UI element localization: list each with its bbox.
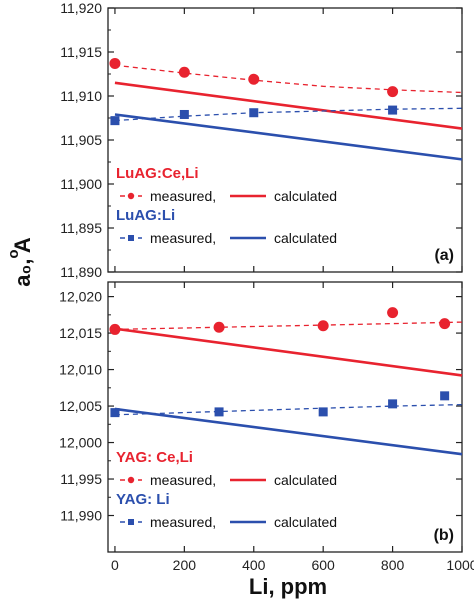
y-axis-ring: o bbox=[5, 249, 22, 258]
legend-marker bbox=[128, 519, 134, 525]
legend-calculated-label: calculated bbox=[274, 188, 337, 204]
measured-fit-line bbox=[114, 64, 463, 94]
y-tick-label: 12,020 bbox=[59, 289, 102, 305]
legend-measured-label: measured, bbox=[150, 188, 216, 204]
legend-marker bbox=[128, 235, 134, 241]
measured-point bbox=[213, 321, 225, 333]
measured-point bbox=[248, 73, 260, 85]
measured-point bbox=[110, 116, 120, 126]
panel-label: (b) bbox=[434, 527, 454, 544]
legend-measured-label: measured, bbox=[150, 472, 216, 488]
y-tick-label: 12,015 bbox=[59, 325, 102, 341]
measured-point bbox=[179, 109, 189, 119]
panel-label: (a) bbox=[434, 247, 454, 264]
y-tick-label: 12,000 bbox=[59, 435, 102, 451]
y-tick-label: 11,900 bbox=[60, 176, 102, 192]
calculated-line bbox=[114, 113, 463, 161]
x-tick-label: 1000 bbox=[446, 557, 474, 573]
legend-marker bbox=[127, 476, 135, 484]
legend-calculated-label: calculated bbox=[274, 472, 337, 488]
x-tick-label: 200 bbox=[173, 557, 197, 573]
measured-fit-line bbox=[114, 403, 463, 416]
legend-title: LuAG:Li bbox=[116, 207, 175, 224]
measured-point bbox=[318, 407, 328, 417]
y-tick-label: 11,915 bbox=[60, 44, 102, 60]
legend-measured-label: measured, bbox=[150, 230, 216, 246]
measured-point bbox=[110, 408, 120, 418]
x-tick-label: 800 bbox=[381, 557, 405, 573]
y-tick-label: 11,995 bbox=[60, 471, 102, 487]
plot-frame bbox=[107, 281, 463, 553]
calculated-line bbox=[114, 327, 463, 377]
legend-calculated-label: calculated bbox=[274, 514, 337, 530]
y-tick-label: 11,905 bbox=[60, 132, 102, 148]
x-tick-label: 400 bbox=[242, 557, 266, 573]
measured-point bbox=[178, 66, 190, 78]
measured-point bbox=[387, 86, 399, 98]
measured-point bbox=[249, 108, 259, 118]
x-tick-label: 0 bbox=[111, 557, 119, 573]
y-axis-title: a₀, A bbox=[10, 237, 35, 287]
measured-point bbox=[387, 307, 399, 319]
legend-measured-label: measured, bbox=[150, 514, 216, 530]
y-tick-label: 11,890 bbox=[60, 264, 102, 280]
measured-point bbox=[317, 320, 329, 332]
measured-point bbox=[388, 399, 398, 409]
y-tick-label: 11,910 bbox=[60, 88, 102, 104]
legend-title: LuAG:Ce,Li bbox=[116, 165, 199, 182]
y-tick-label: 11,895 bbox=[60, 220, 102, 236]
y-tick-label: 12,005 bbox=[59, 398, 102, 414]
y-tick-label: 12,010 bbox=[59, 362, 102, 378]
panel-b: 11,990 11,995 12,000 12,005 12,010 12,015 12,0… bbox=[59, 281, 474, 573]
legend-title: YAG: Ce,Li bbox=[116, 449, 193, 466]
y-tick-label: 11,920 bbox=[60, 0, 102, 16]
y-tick-label: 11,990 bbox=[60, 508, 102, 524]
measured-fit-line bbox=[114, 321, 463, 331]
measured-point bbox=[109, 57, 121, 69]
calculated-line bbox=[114, 407, 463, 456]
measured-point bbox=[439, 318, 451, 330]
measured-fit-line bbox=[114, 107, 463, 122]
x-axis-title: Li, ppm bbox=[249, 574, 327, 599]
measured-point bbox=[440, 391, 450, 401]
panel-a: 11,890 11,895 11,900 11,905 11,910 11,915 11,9… bbox=[60, 0, 463, 280]
legend-marker bbox=[127, 192, 135, 200]
x-tick-label: 600 bbox=[311, 557, 335, 573]
measured-point bbox=[388, 105, 398, 115]
calculated-line bbox=[114, 81, 463, 130]
legend-calculated-label: calculated bbox=[274, 230, 337, 246]
measured-point bbox=[214, 407, 224, 417]
legend-title: YAG: Li bbox=[116, 491, 170, 508]
